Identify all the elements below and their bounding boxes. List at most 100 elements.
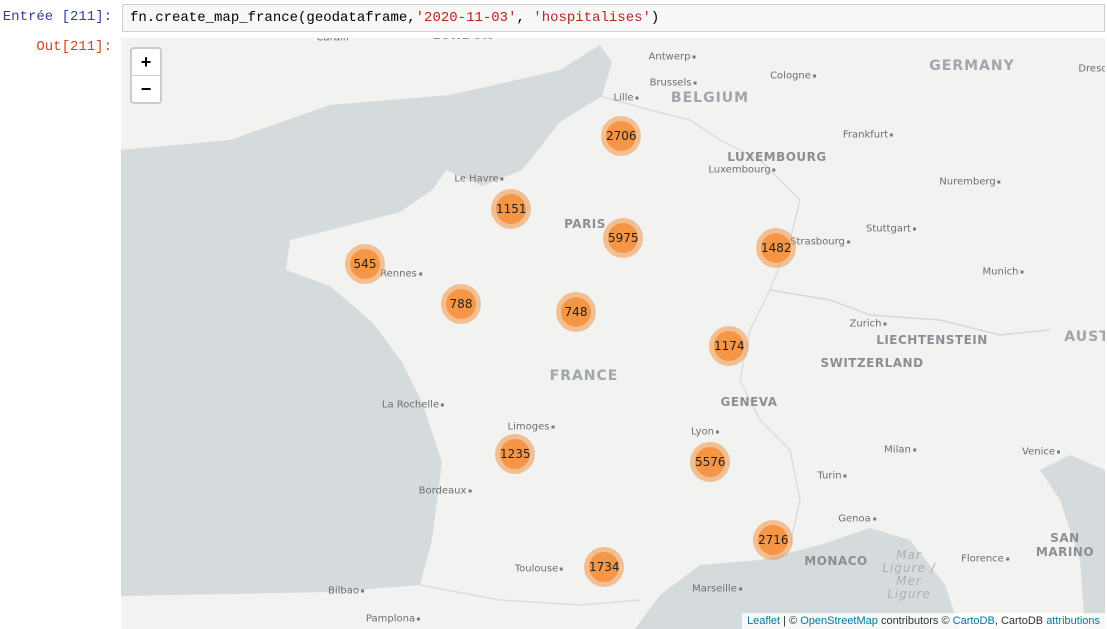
map-label: Toulouse <box>514 563 564 575</box>
city-dot <box>997 180 1001 183</box>
cluster-count: 1174 <box>714 331 745 361</box>
label-text: Marseille <box>692 583 737 595</box>
cluster-count: 5576 <box>695 447 726 477</box>
cluster-count: 788 <box>446 289 476 319</box>
map-label: Rennes <box>380 269 422 280</box>
map-label: Cologne <box>770 71 816 82</box>
map-label: Florence <box>961 554 1009 565</box>
map-label: Antwerp <box>649 52 696 63</box>
label-text: Cologne <box>770 70 811 82</box>
text: | © <box>780 615 801 627</box>
city-dot <box>1056 450 1060 453</box>
map-label: Mar Ligure / Mer Ligure <box>879 549 939 601</box>
cluster[interactable]: 1734 <box>584 547 624 587</box>
label-text: SWITZERLAND <box>820 356 924 370</box>
code-string: 'hospitalises' <box>533 10 651 26</box>
city-dot <box>468 489 472 492</box>
cluster-count: 748 <box>561 297 591 327</box>
city-dot <box>500 177 504 180</box>
cluster-count: 1482 <box>761 233 792 263</box>
map-label: GERMANY <box>929 58 1014 74</box>
label-text: BELGIUM <box>670 90 750 106</box>
code-string: '2020-11-03' <box>415 10 517 26</box>
cluster-count: 1734 <box>589 552 620 582</box>
label-text: Mar Ligure / Mer Ligure <box>882 548 936 601</box>
label-text: FRANCE <box>549 368 619 384</box>
link[interactable]: OpenStreetMap <box>800 615 878 627</box>
map-label: GENEVA <box>720 395 777 409</box>
map-label: SWITZERLAND <box>820 356 923 370</box>
label-text: Toulouse <box>514 563 559 575</box>
map[interactable]: LONDON Cardiff Antwerp Brussels BELGIUM … <box>121 38 1105 629</box>
link[interactable]: Leaflet <box>747 615 781 627</box>
cluster[interactable]: 545 <box>345 244 385 284</box>
label-text: SAN MARINO <box>1035 531 1095 559</box>
cluster-count: 2716 <box>758 525 789 555</box>
cluster[interactable]: 1151 <box>491 189 531 229</box>
map-label: Milan <box>884 445 916 456</box>
city-dot <box>812 74 816 77</box>
map-label: Zurich <box>850 319 887 330</box>
city-dot <box>635 96 639 99</box>
cluster[interactable]: 1174 <box>709 326 749 366</box>
label-text: Brussels <box>649 77 692 89</box>
map-label: Marseille <box>692 584 742 595</box>
cluster[interactable]: 2706 <box>601 116 641 156</box>
city-dot <box>846 240 850 243</box>
label-text: Dresd <box>1078 63 1105 75</box>
city-dot <box>883 322 887 325</box>
cluster-count: 545 <box>350 249 380 279</box>
sea <box>121 45 612 596</box>
label-text: Le Havre <box>454 173 499 185</box>
map-label: Nuremberg <box>939 177 1001 188</box>
city-dot <box>693 81 697 84</box>
map-label: Pamplona <box>366 614 421 625</box>
map-label: Venice <box>1022 447 1060 458</box>
label-text: Strasbourg <box>790 236 845 248</box>
map-label: LONDON <box>433 38 494 42</box>
city-dot <box>441 403 445 406</box>
city-dot <box>361 589 365 592</box>
cluster[interactable]: 1235 <box>495 434 535 474</box>
map-label: FRANCE <box>550 368 619 384</box>
map-label: La Rochelle <box>382 400 445 411</box>
map-tiles <box>121 45 1105 629</box>
link[interactable]: attributions <box>1046 615 1100 627</box>
label-text: Limoges <box>507 421 550 433</box>
zoom-out-button[interactable]: − <box>140 79 152 99</box>
zoom-in-button[interactable]: + <box>132 49 160 76</box>
code: ) <box>650 10 660 26</box>
map-label: LUXEMBOURG <box>727 150 827 164</box>
city-dot <box>417 617 421 620</box>
city-dot <box>738 587 742 590</box>
border <box>419 584 641 606</box>
map-label: Turin <box>817 471 847 482</box>
label-text: Florence <box>961 553 1004 565</box>
map-label: Lille <box>613 93 639 104</box>
cluster[interactable]: 2716 <box>753 520 793 560</box>
cluster[interactable]: 5576 <box>690 442 730 482</box>
cluster[interactable]: 5975 <box>603 218 643 258</box>
map-label: BELGIUM <box>671 90 749 106</box>
cluster-count: 2706 <box>606 121 637 151</box>
city-dot <box>772 168 776 171</box>
link[interactable]: CartoDB <box>952 615 995 627</box>
border <box>769 289 1051 336</box>
city-dot <box>872 517 876 520</box>
city-dot <box>716 430 720 433</box>
cluster[interactable]: 748 <box>556 292 596 332</box>
map-label: LIECHTENSTEIN <box>876 333 988 347</box>
cluster[interactable]: 1482 <box>756 228 796 268</box>
code-cell[interactable]: fn.create_map_france(geodataframe,'2020-… <box>122 4 1105 32</box>
city-dot <box>843 474 847 477</box>
map-label: Genoa <box>838 514 876 525</box>
cluster[interactable]: 788 <box>441 284 481 324</box>
label-text: LUXEMBOURG <box>727 150 827 164</box>
label-text: Lyon <box>690 426 715 438</box>
map-label: SAN MARINO <box>1025 531 1105 559</box>
sea <box>635 528 960 629</box>
map-label: MONACO <box>804 554 867 568</box>
map-label: PARIS <box>564 217 606 231</box>
map-label: Brussels <box>650 78 697 89</box>
